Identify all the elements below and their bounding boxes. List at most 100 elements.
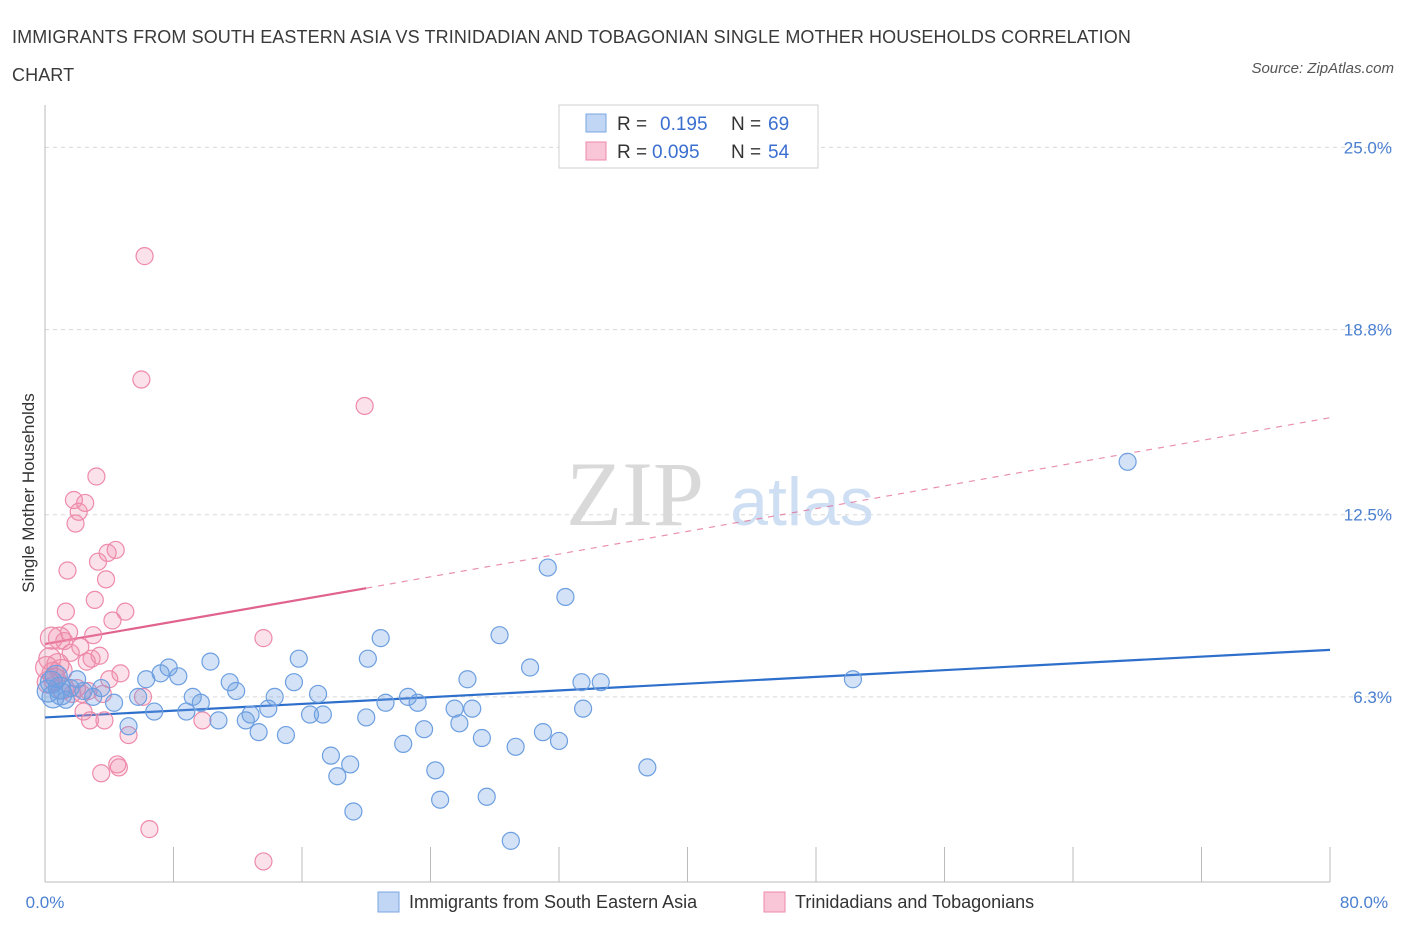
point-pink <box>355 396 374 416</box>
point-blue <box>92 678 111 698</box>
y-tick-labels: 6.3% 12.5% 18.8% 25.0% <box>1344 138 1392 706</box>
point-pink <box>96 570 116 589</box>
point-pink <box>87 467 106 486</box>
point-blue <box>463 699 482 718</box>
x-tick-label-max: 80.0% <box>1340 893 1388 912</box>
legend: R = 0.195 N = 69 R = 0.095 N = 54 <box>558 104 819 169</box>
x-ticks <box>173 847 1331 882</box>
legend-swatch-blue <box>585 113 607 133</box>
bottom-legend-label-2: Trinidadians and Tobagonians <box>795 892 1034 912</box>
point-blue <box>284 673 304 692</box>
point-pink <box>132 370 151 389</box>
point-pink <box>56 602 75 621</box>
point-blue <box>308 684 328 704</box>
point-blue <box>341 755 360 774</box>
point-blue <box>549 731 569 751</box>
point-pink <box>116 602 135 621</box>
point-blue <box>477 787 496 806</box>
point-blue <box>321 746 341 765</box>
point-blue <box>556 587 575 607</box>
point-blue <box>289 649 308 668</box>
point-pink <box>135 247 154 266</box>
point-blue <box>431 790 450 809</box>
point-blue <box>129 687 148 706</box>
point-blue <box>472 728 491 748</box>
point-blue <box>638 758 657 777</box>
point-blue <box>533 723 553 742</box>
trend-line-blue <box>44 648 1331 719</box>
point-blue <box>538 558 557 577</box>
y-tick-label: 18.8% <box>1344 321 1392 340</box>
point-blue <box>394 734 413 753</box>
point-blue <box>241 705 260 724</box>
chart-title: IMMIGRANTS FROM SOUTH EASTERN ASIA VS TR… <box>12 27 1131 85</box>
point-pink <box>61 643 80 662</box>
y-tick-label: 6.3% <box>1353 688 1392 707</box>
watermark-zip: ZIP <box>566 443 704 545</box>
point-blue <box>445 699 464 718</box>
legend-r-label-1: R = <box>617 114 647 135</box>
point-pink <box>109 758 128 777</box>
point-pink <box>193 711 212 730</box>
legend-r-value-1: 0.195 <box>660 114 708 135</box>
point-blue <box>201 652 220 671</box>
point-blue <box>56 690 75 709</box>
gridlines <box>45 146 1392 698</box>
source-note: Source: ZipAtlas.com <box>1251 60 1394 77</box>
trend-lines <box>44 417 1331 719</box>
legend-r-label-2: R = <box>617 142 647 163</box>
point-pink <box>254 629 273 648</box>
point-blue <box>501 831 520 850</box>
point-pink <box>140 820 159 839</box>
watermark-atlas: atlas <box>730 464 874 540</box>
legend-n-value-1: 69 <box>768 114 789 135</box>
point-pink <box>103 611 122 630</box>
point-blue <box>259 699 278 718</box>
point-blue <box>169 667 188 686</box>
point-blue <box>398 687 418 706</box>
point-blue <box>209 711 228 730</box>
point-blue <box>490 626 509 645</box>
point-blue <box>458 670 477 689</box>
point-pink <box>80 711 100 730</box>
point-blue <box>265 687 284 706</box>
point-blue <box>236 711 255 730</box>
point-blue <box>843 670 863 689</box>
point-pink <box>64 490 84 510</box>
point-blue <box>573 699 593 718</box>
point-blue <box>227 681 246 701</box>
point-blue <box>426 761 445 780</box>
point-pink <box>95 711 114 730</box>
point-pink <box>76 493 95 513</box>
point-blue <box>357 708 376 727</box>
point-pink <box>58 561 77 580</box>
point-pink <box>55 631 74 651</box>
bottom-legend-swatch-pink <box>763 891 786 913</box>
point-blue <box>572 673 591 692</box>
point-blue <box>249 723 268 742</box>
point-blue <box>371 629 390 648</box>
trend-line-pink <box>44 587 367 646</box>
point-blue <box>1118 452 1137 471</box>
point-blue <box>520 658 540 677</box>
point-pink <box>106 540 125 560</box>
point-blue <box>591 673 610 692</box>
point-blue <box>408 693 427 712</box>
data-points <box>35 247 1137 871</box>
point-blue <box>328 767 347 786</box>
point-pink <box>111 664 130 683</box>
point-blue <box>276 725 296 745</box>
point-pink <box>92 764 111 783</box>
x-tick-label-min: 0.0% <box>26 893 65 912</box>
point-pink <box>84 626 103 645</box>
point-pink <box>66 514 85 533</box>
bottom-legend-label-1: Immigrants from South Eastern Asia <box>409 892 698 912</box>
point-blue <box>300 705 320 724</box>
point-blue <box>68 670 87 689</box>
point-blue <box>358 649 377 668</box>
point-pink <box>46 652 70 677</box>
point-blue <box>104 693 124 712</box>
point-blue <box>191 693 210 712</box>
point-blue <box>74 681 93 701</box>
